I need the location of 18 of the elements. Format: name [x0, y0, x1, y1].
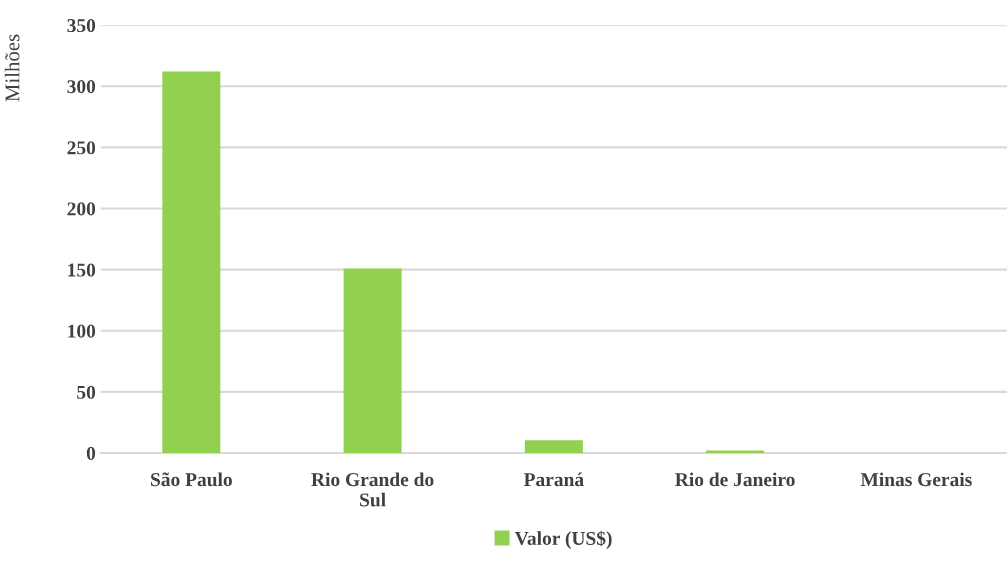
y-axis-title: Milhões [4, 34, 20, 102]
bar [343, 268, 402, 454]
y-tick-label: 150 [68, 263, 96, 277]
x-tick-label: Paraná [523, 472, 584, 487]
x-tick-label: Rio Grande do Sul [311, 472, 434, 507]
y-tick-label: 300 [67, 80, 96, 94]
x-tick-label: São Paulo [151, 472, 232, 487]
x-tick-label: Rio de Janeiro [675, 472, 795, 487]
x-tick-label: Minas Gerais [860, 472, 972, 487]
legend-label: Valor (US$) [514, 530, 612, 549]
y-tick-label: 50 [77, 385, 96, 399]
y-tick-label: 0 [86, 446, 96, 460]
bar [162, 71, 221, 454]
bar [524, 440, 583, 454]
y-tick-label: 100 [68, 324, 96, 338]
y-tick-label: 250 [67, 141, 96, 155]
y-tick-label: 350 [67, 18, 96, 33]
y-tick-label: 200 [67, 202, 96, 216]
